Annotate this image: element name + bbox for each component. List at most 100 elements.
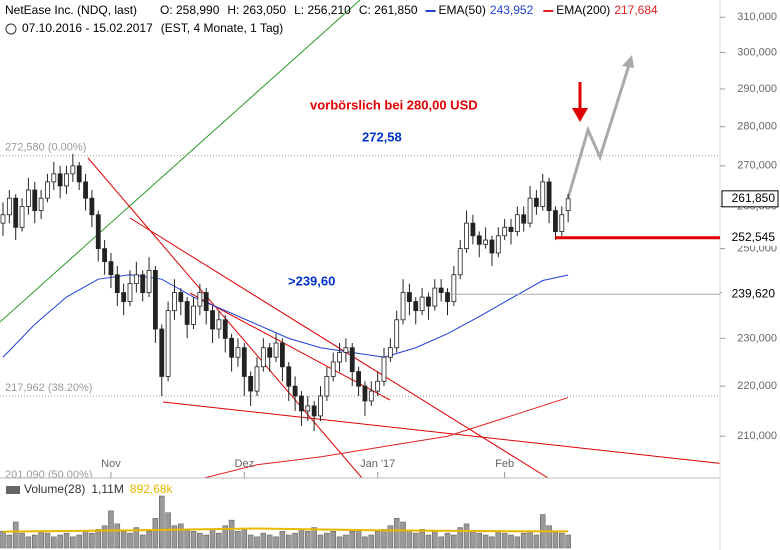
candle-body xyxy=(95,214,101,250)
candle-body xyxy=(438,287,444,293)
y-tick-label: 290,000 xyxy=(737,83,777,95)
candle-body xyxy=(299,395,304,412)
volume-bar xyxy=(495,531,502,549)
candle-body xyxy=(527,197,533,224)
candle-body xyxy=(559,214,565,232)
candle-body xyxy=(368,390,374,402)
volume-bar xyxy=(260,532,267,549)
candle-body xyxy=(514,214,520,232)
volume-bar xyxy=(247,534,254,549)
volume-bar xyxy=(527,531,533,549)
volume-bar xyxy=(82,531,89,549)
plot-area: 272,580 (0.00%) 217,962 (38.20%) 201,090 (… xyxy=(0,0,720,478)
volume-bar xyxy=(419,529,425,549)
candle-body xyxy=(184,301,190,325)
volume-icon xyxy=(6,486,20,494)
volume-bar xyxy=(438,536,444,549)
level-label: 239,620 xyxy=(732,286,776,300)
x-tick-label: Dez xyxy=(235,458,255,470)
volume-bar xyxy=(413,532,419,549)
clock-icon xyxy=(5,23,17,35)
candle-body xyxy=(140,274,146,293)
candle-body xyxy=(311,405,317,417)
volume-bar xyxy=(565,534,571,549)
candle-body xyxy=(489,239,495,254)
candle-body xyxy=(502,226,508,237)
candle-body xyxy=(70,165,76,175)
arrow-head xyxy=(572,108,588,122)
ema-line xyxy=(202,397,569,478)
volume-avg-label: 892,68k xyxy=(130,482,174,496)
volume-bar xyxy=(533,534,540,549)
y-tick-label: 280,000 xyxy=(737,121,777,133)
candle-body xyxy=(83,181,88,199)
candle-body xyxy=(254,366,260,392)
label-bg xyxy=(722,229,778,246)
candle-body xyxy=(76,165,82,183)
volume-bar xyxy=(444,532,451,549)
header-value: C: 261,850 xyxy=(359,3,418,17)
volume-bar xyxy=(266,534,273,549)
volume-bar xyxy=(349,531,355,549)
candle-body xyxy=(229,337,235,358)
price-box xyxy=(721,190,779,208)
trend-line xyxy=(162,401,720,464)
volume-bar xyxy=(355,529,362,549)
header-info: (EST, 4 Monate, 1 Tag) xyxy=(161,21,284,35)
volume-bar xyxy=(286,534,292,549)
volume-bar xyxy=(387,525,394,549)
fib-label: 217,962 (38.20%) xyxy=(5,382,92,394)
volume-bar xyxy=(44,532,51,549)
candle-body xyxy=(64,173,69,187)
volume-bar xyxy=(324,532,330,549)
volume-bar xyxy=(235,531,241,549)
header-name: NetEase Inc. (NDQ, last) xyxy=(5,3,137,17)
legend-value: 243,952 xyxy=(490,3,534,17)
candle-body xyxy=(172,292,177,312)
candle-body xyxy=(483,239,489,245)
y-tick-label: 210,000 xyxy=(737,430,777,442)
candle-body xyxy=(356,371,362,387)
volume-bar xyxy=(216,532,222,549)
candle-body xyxy=(13,197,19,228)
volume-bar xyxy=(0,531,6,549)
header-value: L: 256,210 xyxy=(294,3,351,17)
candle-body xyxy=(222,319,228,339)
volume-bar xyxy=(362,536,368,549)
volume-bar xyxy=(336,536,343,549)
volume-bar xyxy=(127,532,133,549)
candle-body xyxy=(553,210,558,232)
candle-body xyxy=(241,347,247,377)
volume-bar xyxy=(463,523,470,549)
volume-bar xyxy=(57,534,63,549)
volume-bar xyxy=(457,527,463,549)
candle-body xyxy=(406,292,412,302)
candle-body xyxy=(470,222,476,237)
volume-bar xyxy=(241,529,248,549)
candle-body xyxy=(273,342,279,358)
candle-body xyxy=(451,274,457,302)
volume-bar xyxy=(12,521,19,549)
volume-bar xyxy=(32,534,38,549)
candle-body xyxy=(57,173,63,187)
candle-body xyxy=(133,274,139,285)
y-tick-label: 310,000 xyxy=(737,11,777,23)
volume-bar xyxy=(508,534,514,549)
candle-body xyxy=(305,405,311,412)
candle-body xyxy=(362,385,368,402)
candle-body xyxy=(45,181,50,199)
candle-body xyxy=(38,197,44,211)
legend-value: 217,684 xyxy=(614,3,658,17)
candle-body xyxy=(464,222,469,250)
candle-body xyxy=(127,283,133,302)
volume-bar xyxy=(476,532,482,549)
candle-body xyxy=(210,310,215,330)
annotation: vorbörslich bei 280,00 USD xyxy=(310,97,478,112)
volume-bar xyxy=(139,534,146,549)
annotation: 272,58 xyxy=(362,129,402,144)
candle-body xyxy=(235,347,241,358)
candle-body xyxy=(426,296,431,307)
candle-body xyxy=(114,274,120,293)
volume-avg-line xyxy=(2,527,569,533)
candle-body xyxy=(6,197,12,216)
